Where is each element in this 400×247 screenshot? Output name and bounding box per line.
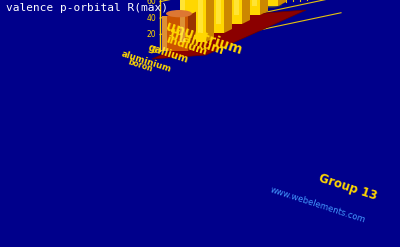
Ellipse shape <box>166 10 192 17</box>
Bar <box>180 0 206 42</box>
Polygon shape <box>278 0 286 6</box>
Text: ununtrium: ununtrium <box>164 20 244 57</box>
Bar <box>162 16 188 51</box>
Text: gallium: gallium <box>147 42 190 64</box>
Bar <box>180 0 185 42</box>
Text: boron: boron <box>127 57 154 73</box>
Text: www.webelements.com: www.webelements.com <box>269 185 367 225</box>
Ellipse shape <box>256 0 282 8</box>
Bar <box>162 16 167 51</box>
Text: 20: 20 <box>146 30 156 39</box>
Polygon shape <box>260 0 268 15</box>
Bar <box>252 0 278 6</box>
Text: 40: 40 <box>146 14 156 23</box>
Text: 60: 60 <box>146 0 156 6</box>
Bar <box>198 0 224 33</box>
Bar <box>198 0 203 33</box>
Bar <box>252 0 257 6</box>
Text: 0: 0 <box>151 46 156 56</box>
Text: valence p-orbital R(max): valence p-orbital R(max) <box>6 3 168 13</box>
Polygon shape <box>224 0 232 33</box>
Text: indium: indium <box>164 35 208 57</box>
Polygon shape <box>206 0 214 42</box>
Polygon shape <box>152 10 306 59</box>
Bar <box>234 0 260 15</box>
Text: thallium: thallium <box>168 27 226 57</box>
Text: aluminium: aluminium <box>120 49 172 74</box>
Polygon shape <box>242 0 250 24</box>
Text: Group 13: Group 13 <box>317 171 379 203</box>
Bar <box>216 0 221 24</box>
Bar <box>216 0 242 24</box>
Bar <box>234 0 239 15</box>
Polygon shape <box>188 12 196 51</box>
